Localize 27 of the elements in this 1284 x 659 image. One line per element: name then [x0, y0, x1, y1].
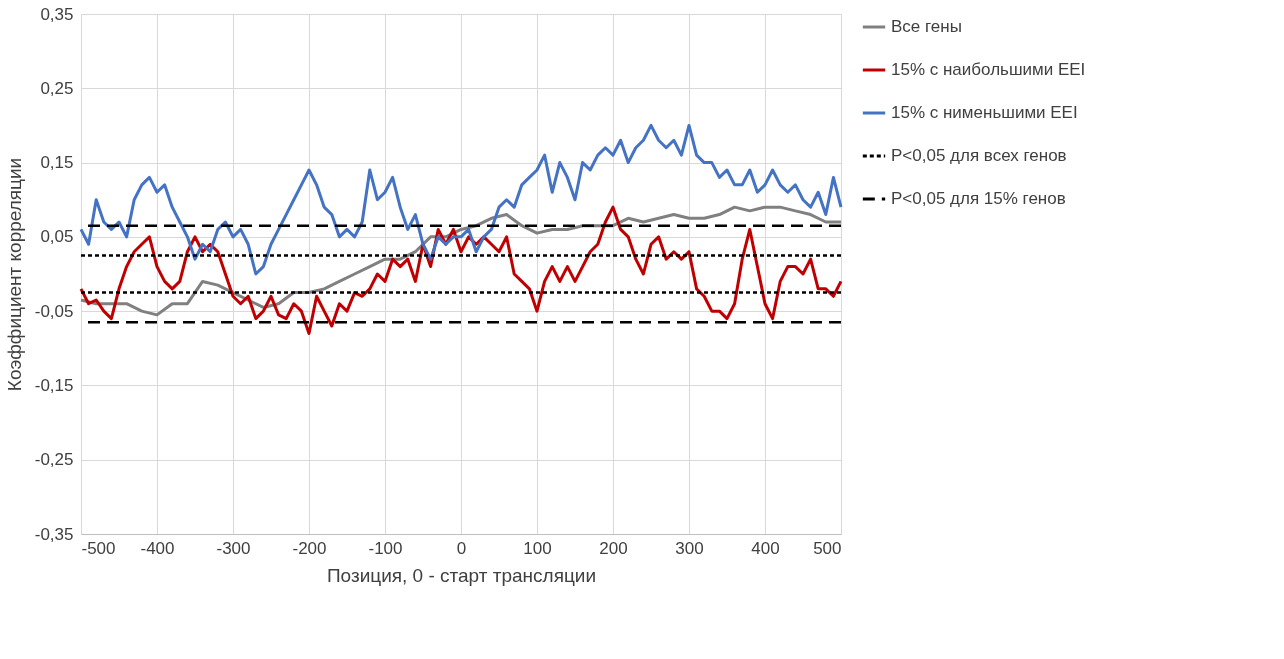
x-tick-label: 300 — [675, 538, 704, 558]
x-axis-title: Позиция, 0 - старт трансляции — [326, 564, 597, 586]
x-tick-label: 400 — [751, 538, 780, 558]
y-tick-label: 0,05 — [40, 227, 74, 247]
x-tick-label: -400 — [140, 538, 175, 558]
legend-label: 15% с нименьшими EEI — [891, 103, 1078, 122]
line-series — [79, 123, 843, 276]
y-tick-label: 0,15 — [40, 153, 74, 173]
legend-label: P<0,05 для всех генов — [891, 146, 1067, 165]
x-tick-label: 100 — [523, 538, 552, 558]
y-tick-label: 0,35 — [40, 4, 74, 24]
y-tick-label: -0,25 — [34, 450, 74, 470]
x-tick-label: -500 — [81, 538, 116, 558]
y-axis-title: Коэффициент корреляции — [3, 157, 25, 392]
x-tick-label: -100 — [368, 538, 403, 558]
y-tick-label: -0,05 — [34, 301, 74, 321]
y-tick-label: -0,15 — [34, 375, 74, 395]
x-tick-label: 200 — [599, 538, 628, 558]
x-tick-label: -300 — [216, 538, 251, 558]
y-tick-label: 0,25 — [40, 78, 74, 98]
x-tick-label: -200 — [292, 538, 327, 558]
x-tick-label: 500 — [813, 538, 842, 558]
x-tick-label: 0 — [456, 538, 467, 558]
legend-label: 15% с наибольшими EEI — [891, 60, 1086, 79]
y-tick-label: -0,35 — [34, 524, 74, 544]
legend-label: Все гены — [891, 17, 962, 36]
legend-label: P<0,05 для 15% генов — [891, 189, 1066, 208]
